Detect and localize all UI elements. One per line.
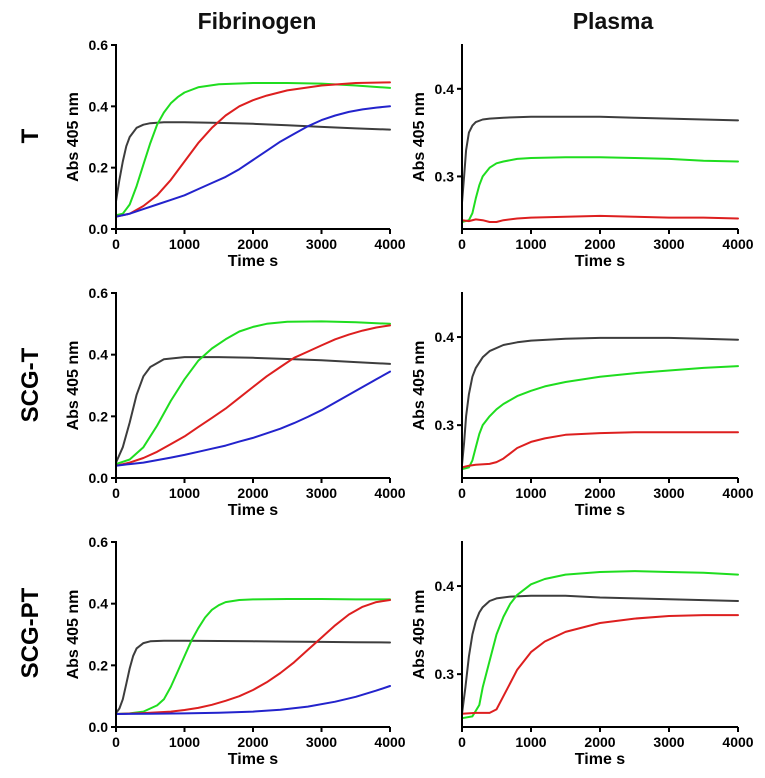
x-tick-label: 2000 <box>584 734 615 750</box>
x-tick-label: 4000 <box>722 236 753 252</box>
x-tick-label: 1000 <box>169 734 200 750</box>
series-line-gray <box>115 121 391 203</box>
x-tick-label: 2000 <box>237 485 268 501</box>
y-tick-label: 0.3 <box>435 666 455 682</box>
series-line-green <box>461 156 739 223</box>
y-tick-label: 0.4 <box>435 329 455 345</box>
series-line-gray <box>461 115 739 204</box>
series-line-gray <box>461 336 739 466</box>
chart-panel-plasma-t: 0 1000 2000 3000 4000 0.3 0.4 Time s Abs 405 nm <box>411 44 754 270</box>
y-tick-label: 0.2 <box>89 408 109 424</box>
x-tick-label: 3000 <box>306 485 337 501</box>
row-label-scg-t: SCG-T <box>17 347 44 422</box>
y-tick-label: 0.2 <box>89 160 109 176</box>
x-tick-label: 0 <box>458 236 466 252</box>
row-label-scg-pt: SCG-PT <box>17 587 44 678</box>
x-tick-label: 4000 <box>722 734 753 750</box>
column-title-fibrinogen: Fibrinogen <box>198 8 317 34</box>
x-tick-label: 0 <box>112 734 120 750</box>
row-label-t: T <box>17 128 44 143</box>
x-tick-label: 3000 <box>653 734 684 750</box>
series-line-red <box>461 431 739 469</box>
y-tick-label: 0.2 <box>89 657 109 673</box>
y-tick-label: 0.4 <box>435 578 455 594</box>
series-line-green <box>461 570 739 720</box>
x-tick-label: 1000 <box>515 734 546 750</box>
x-tick-label: 4000 <box>374 734 405 750</box>
x-tick-label: 2000 <box>237 236 268 252</box>
x-tick-label: 1000 <box>515 236 546 252</box>
x-axis-title: Time s <box>228 253 279 270</box>
y-axis-title: Abs 405 nm <box>65 590 82 680</box>
x-axis-title: Time s <box>228 751 279 768</box>
y-tick-label: 0.4 <box>89 98 109 114</box>
x-tick-label: 2000 <box>237 734 268 750</box>
y-axis-title: Abs 405 nm <box>411 341 428 431</box>
y-axis-title: Abs 405 nm <box>411 590 428 680</box>
series-line-green <box>115 320 391 466</box>
x-axis-title: Time s <box>575 253 626 270</box>
x-tick-label: 0 <box>112 485 120 501</box>
series-line-gray <box>461 594 739 715</box>
series-line-red <box>461 614 739 715</box>
x-axis-title: Time s <box>228 502 279 519</box>
y-tick-label: 0.3 <box>435 168 455 184</box>
y-tick-label: 0.6 <box>89 285 109 301</box>
x-tick-label: 2000 <box>584 485 615 501</box>
x-tick-label: 4000 <box>722 485 753 501</box>
x-tick-label: 1000 <box>169 485 200 501</box>
series-line-blue <box>115 370 391 467</box>
y-axis-title: Abs 405 nm <box>411 92 428 182</box>
x-tick-label: 0 <box>458 734 466 750</box>
y-tick-label: 0.6 <box>89 37 109 53</box>
x-tick-label: 3000 <box>306 236 337 252</box>
chart-panel-plasma-scg-t: 0 1000 2000 3000 4000 0.3 0.4 Time s Abs 405 nm <box>411 292 754 519</box>
series-line-red <box>115 81 391 218</box>
y-tick-label: 0.0 <box>89 470 109 486</box>
y-tick-label: 0.4 <box>89 596 109 612</box>
chart-panel-fibrinogen-t: 0 1000 2000 3000 4000 0.0 0.2 0.4 0.6 Time s Abs 4… <box>65 37 406 270</box>
series-line-red <box>115 599 391 715</box>
chart-panel-plasma-scg-pt: 0 1000 2000 3000 4000 0.3 0.4 Time s Abs 405 nm <box>411 541 754 768</box>
y-axis-title: Abs 405 nm <box>65 341 82 431</box>
x-tick-label: 4000 <box>374 236 405 252</box>
x-tick-label: 4000 <box>374 485 405 501</box>
series-line-green <box>461 365 739 471</box>
x-axis-title: Time s <box>575 502 626 519</box>
x-axis-title: Time s <box>575 751 626 768</box>
panels: 0 1000 2000 3000 4000 0.0 0.2 0.4 0.6 Time s Abs 4… <box>65 37 754 768</box>
series-line-red <box>461 214 739 223</box>
series-line-green <box>115 598 391 715</box>
x-tick-label: 1000 <box>169 236 200 252</box>
series-line-blue <box>115 105 391 218</box>
series-line-gray <box>115 639 391 715</box>
y-tick-label: 0.6 <box>89 534 109 550</box>
x-tick-label: 0 <box>112 236 120 252</box>
series-line-green <box>115 82 391 217</box>
series-line-red <box>115 324 391 467</box>
series-line-gray <box>115 356 391 464</box>
y-tick-label: 0.0 <box>89 221 109 237</box>
x-tick-label: 3000 <box>653 485 684 501</box>
x-tick-label: 1000 <box>515 485 546 501</box>
y-tick-label: 0.4 <box>89 347 109 363</box>
column-title-plasma: Plasma <box>573 8 654 34</box>
x-tick-label: 3000 <box>306 734 337 750</box>
x-tick-label: 0 <box>458 485 466 501</box>
y-tick-label: 0.0 <box>89 719 109 735</box>
y-axis-title: Abs 405 nm <box>65 92 82 182</box>
x-tick-label: 2000 <box>584 236 615 252</box>
x-tick-label: 3000 <box>653 236 684 252</box>
chart-panel-fibrinogen-scg-pt: 0 1000 2000 3000 4000 0.0 0.2 0.4 0.6 Time s Abs 4… <box>65 534 406 768</box>
y-tick-label: 0.4 <box>435 81 455 97</box>
y-tick-label: 0.3 <box>435 417 455 433</box>
series-line-blue <box>115 685 391 715</box>
chart-panel-fibrinogen-scg-t: 0 1000 2000 3000 4000 0.0 0.2 0.4 0.6 Time s Abs 4… <box>65 285 406 519</box>
